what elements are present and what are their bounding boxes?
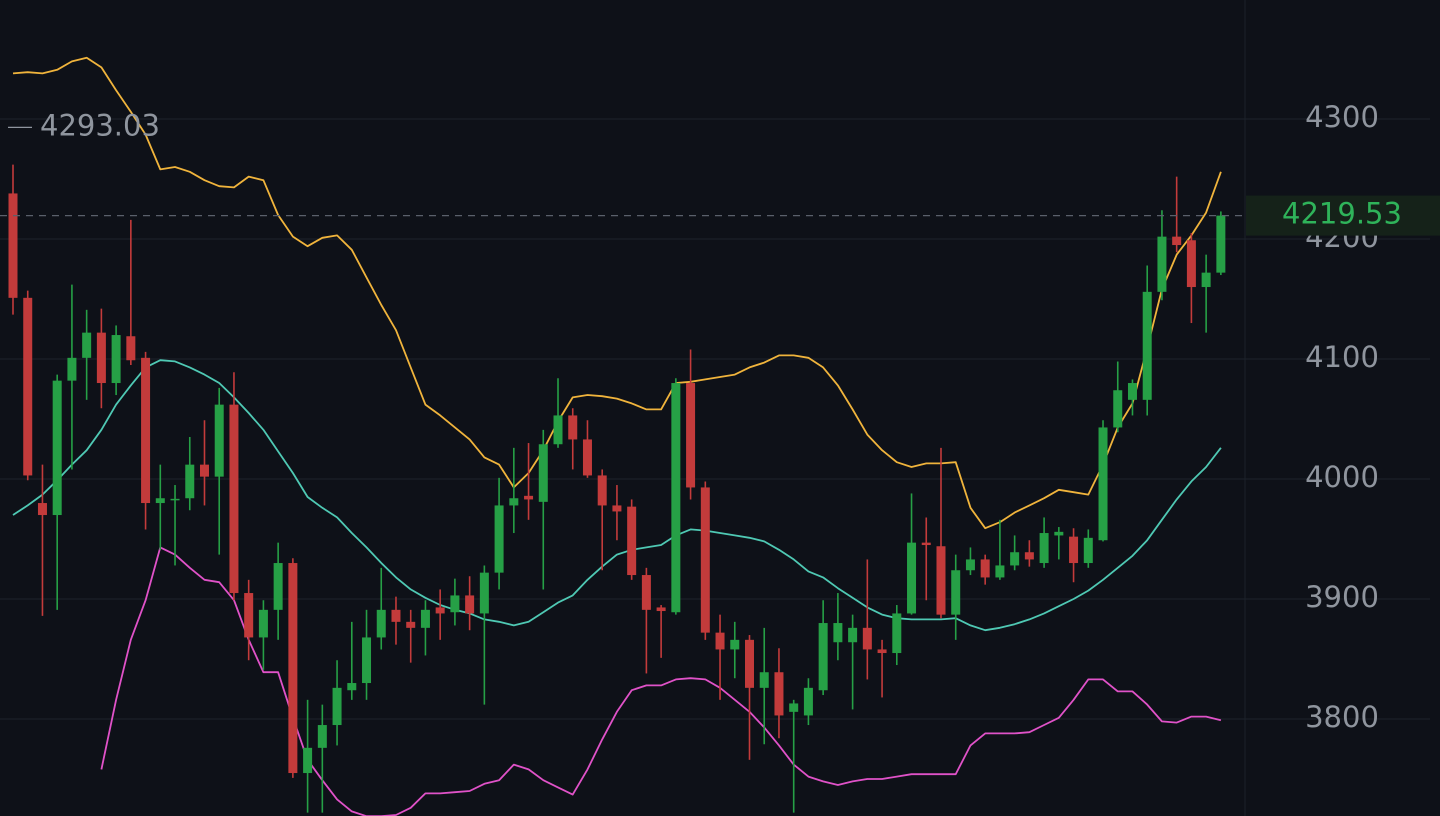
candle-body xyxy=(686,383,696,488)
candle-body xyxy=(1216,215,1226,273)
candle-body xyxy=(317,725,327,748)
candle-body xyxy=(82,332,92,358)
candle-body xyxy=(995,565,1005,578)
candle-body xyxy=(715,632,725,650)
candle-body xyxy=(1172,236,1182,246)
candle-body xyxy=(170,498,180,501)
candle-body xyxy=(597,475,607,506)
candle-body xyxy=(759,672,769,688)
candle-body xyxy=(1186,240,1196,288)
candle-body xyxy=(1069,536,1079,564)
candle-body xyxy=(155,498,165,504)
candle-body xyxy=(273,563,283,610)
candle-body xyxy=(199,464,209,477)
candle-body xyxy=(111,335,121,384)
candle-body xyxy=(479,572,489,614)
candle-body xyxy=(23,297,33,476)
candle-body xyxy=(921,542,931,546)
candle-body xyxy=(848,627,858,643)
candle-body xyxy=(347,683,357,691)
candle-body xyxy=(1127,383,1137,400)
candle-body xyxy=(789,703,799,712)
candle-body xyxy=(1024,552,1034,560)
candle-body xyxy=(627,506,637,576)
candle-body xyxy=(96,332,106,384)
y-tick-label: 3800 xyxy=(1305,700,1379,734)
candle-body xyxy=(303,747,313,774)
candle-body xyxy=(465,595,475,614)
candle-body xyxy=(244,593,254,638)
candle-body xyxy=(435,607,445,614)
candle-body xyxy=(936,546,946,615)
candle-body xyxy=(538,444,548,502)
band-line xyxy=(100,546,1222,816)
candle-body xyxy=(862,627,872,650)
candle-body xyxy=(214,404,224,477)
candle-body xyxy=(524,495,534,500)
candle-body xyxy=(730,639,740,650)
candle-body xyxy=(509,498,519,506)
candle-body xyxy=(8,193,18,298)
candle-body xyxy=(553,415,563,445)
candle-body xyxy=(951,570,961,615)
candle-body xyxy=(420,609,430,628)
candle-body xyxy=(582,439,592,476)
candle-body xyxy=(568,415,578,440)
candle-body xyxy=(833,623,843,643)
candle-body xyxy=(803,687,813,716)
candle-body xyxy=(907,542,917,614)
candle-body xyxy=(1010,552,1020,566)
candle-body xyxy=(1142,291,1152,400)
y-tick-label: 4100 xyxy=(1305,340,1379,374)
last-price-box xyxy=(1246,195,1440,236)
candle-body xyxy=(258,609,268,638)
candle-body xyxy=(1083,537,1093,564)
candle-body xyxy=(612,505,622,512)
candle-body xyxy=(1157,236,1167,292)
candle-body xyxy=(745,639,754,688)
candle-body xyxy=(671,383,681,613)
candle-body xyxy=(332,687,342,726)
candle-body xyxy=(892,613,902,654)
y-tick-label: 4300 xyxy=(1305,100,1379,134)
band-line xyxy=(12,56,1222,530)
candle-body xyxy=(229,404,239,594)
candle-body xyxy=(818,623,828,691)
plot-area xyxy=(8,56,1226,816)
candle-body xyxy=(1113,390,1123,428)
candle-body xyxy=(965,559,975,571)
candle-body xyxy=(1201,272,1211,288)
y-tick-label: 3900 xyxy=(1305,580,1379,614)
band-line xyxy=(12,359,1222,632)
candle-body xyxy=(185,464,195,499)
candle-body xyxy=(1098,427,1108,541)
candle-body xyxy=(362,637,372,684)
candle-body xyxy=(450,595,460,613)
candle-body xyxy=(980,559,990,578)
candle-body xyxy=(67,357,77,381)
candle-body xyxy=(126,336,136,361)
candle-body xyxy=(1039,533,1049,564)
candle-body xyxy=(656,607,666,612)
candle-body xyxy=(1054,531,1064,536)
candle-body xyxy=(641,575,651,610)
candle-body xyxy=(37,503,47,516)
candle-body xyxy=(376,609,386,638)
max-label: 4293.03 xyxy=(40,108,160,142)
candle-body xyxy=(406,621,416,628)
candle-body xyxy=(700,487,710,633)
y-tick-label: 4000 xyxy=(1305,460,1379,494)
candle-body xyxy=(288,563,298,774)
last-price-label: 4219.53 xyxy=(1282,197,1402,231)
candle-body xyxy=(494,505,504,573)
candle-body xyxy=(52,380,62,516)
candle-body xyxy=(141,357,151,504)
candle-body xyxy=(774,672,784,716)
candle-body xyxy=(391,609,401,622)
candle-body xyxy=(877,649,887,654)
